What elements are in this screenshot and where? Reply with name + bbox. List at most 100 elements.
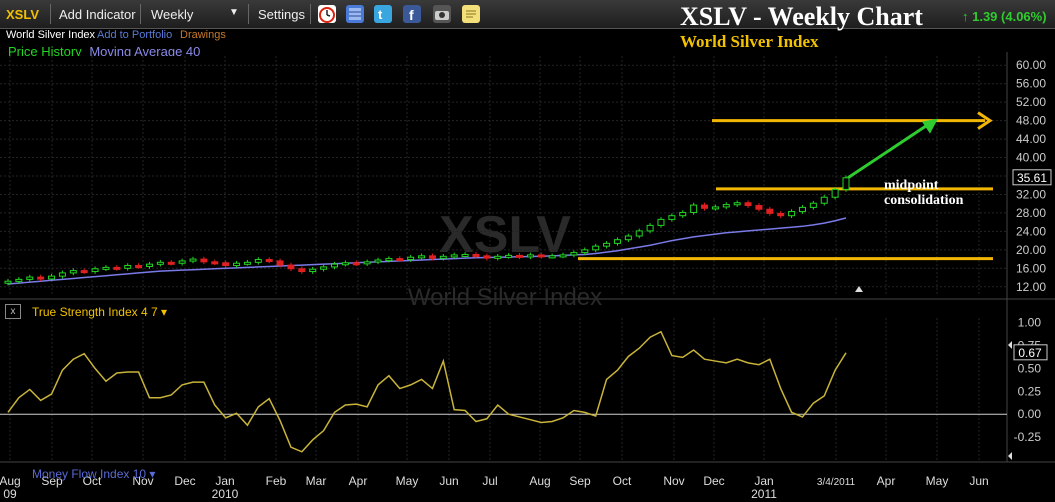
x-tick-label: May (396, 474, 419, 488)
legend-price-history[interactable]: Price History (8, 44, 82, 59)
candle-body (581, 249, 589, 254)
candle-body (15, 278, 23, 282)
candle-body (461, 253, 469, 257)
chevron-down-icon[interactable]: ▼ (229, 7, 239, 18)
candle-body (58, 272, 66, 277)
twitter-icon[interactable]: t (374, 5, 392, 23)
add-indicator-button[interactable]: Add Indicator (59, 7, 136, 22)
x-tick-label: Jun (969, 474, 988, 488)
ticker-symbol[interactable]: XSLV (6, 7, 39, 22)
candle-body (613, 239, 621, 244)
price-tick-label: 52.00 (1016, 95, 1046, 109)
tsi-tick-label: 1.00 (1018, 316, 1042, 330)
candle-body (592, 245, 600, 251)
candle-body (233, 262, 241, 267)
candle-body (418, 255, 426, 259)
candle-body (711, 206, 719, 210)
x-tick-label: Nov (132, 474, 153, 488)
scroll-up-icon (855, 286, 863, 292)
clock-icon[interactable] (318, 5, 336, 23)
candle-body (91, 268, 99, 273)
x-tick-label: May (926, 474, 949, 488)
toolbar: XSLV Add Indicator Weekly ▼ Settings t f (0, 0, 1055, 29)
x-tick-label: Apr (877, 474, 896, 488)
tsi-label[interactable]: True Strength Index 4 7 ▾ (32, 305, 167, 319)
camera-icon[interactable] (433, 5, 451, 23)
svg-text:f: f (409, 7, 414, 23)
candle-body (537, 254, 545, 258)
tsi-value-box (1013, 344, 1048, 361)
candle-body (657, 218, 665, 226)
level-arrowhead (977, 111, 993, 130)
candle-body (254, 259, 262, 263)
candle-body (69, 270, 77, 274)
candle-body (472, 253, 480, 257)
mfi-label[interactable]: Money Flow Index 10 ▾ (32, 467, 156, 481)
candle-body (798, 206, 806, 213)
price-tick-label: 12.00 (1016, 280, 1046, 294)
candle-body (820, 196, 828, 204)
candle-body (755, 205, 763, 210)
candle-body (135, 265, 143, 269)
price-tag-box (1012, 169, 1052, 186)
x-tick-label: Oct (83, 474, 102, 488)
toolbar-divider (50, 4, 51, 24)
candle-body (505, 254, 513, 258)
x-tick-label: Jul (482, 474, 497, 488)
price-tick-label: 20.00 (1016, 243, 1046, 257)
price-tick-label: 24.00 (1016, 224, 1046, 238)
price-panel-bg (0, 56, 1007, 296)
candle-body (374, 259, 382, 263)
x-tick-label: Aug (0, 474, 21, 488)
candle-body (396, 258, 404, 262)
facebook-icon[interactable]: f (403, 5, 421, 23)
candle-body (679, 211, 687, 217)
tsi-value-tag: 0.67 (1018, 346, 1042, 360)
candle-body (124, 265, 132, 269)
candle-body (200, 258, 208, 263)
price-tick-label: 60.00 (1016, 58, 1046, 72)
collapse-icon (1008, 452, 1012, 460)
tsi-panel: 1.000.750.500.250.00-0.250.67 (0, 316, 1048, 460)
chart-legend: Price History Moving Average 40 (8, 44, 200, 59)
candle-body (733, 202, 741, 206)
candle-body (428, 255, 436, 259)
toolbar-divider (310, 4, 311, 24)
x-tick-label: Apr (349, 474, 368, 488)
candle-body (156, 261, 164, 265)
database-icon[interactable] (346, 5, 364, 23)
collapse-icon (1008, 341, 1012, 349)
candle-body (276, 260, 284, 266)
candle-body (809, 202, 817, 208)
moving-average-line (7, 217, 847, 285)
chart-title: XSLV - Weekly Chart (680, 2, 923, 31)
grid (0, 56, 1007, 460)
note-icon[interactable] (462, 5, 480, 23)
candle-body (113, 266, 121, 270)
candle-body (494, 255, 502, 259)
candle-body (526, 254, 534, 258)
candle-body (701, 204, 709, 209)
annotation-consolidation: consolidation (884, 193, 964, 208)
candle-body (385, 258, 393, 262)
drawings-link[interactable]: Drawings (180, 29, 226, 41)
price-tag: 35.61 (1017, 171, 1047, 185)
legend-moving-average[interactable]: Moving Average 40 (89, 44, 201, 59)
candle-body (450, 254, 458, 258)
candle-body (624, 235, 632, 241)
x-tick-label: Jun (439, 474, 458, 488)
candle-body (211, 261, 219, 265)
timeframe-select[interactable]: Weekly (151, 7, 194, 22)
add-to-portfolio-link[interactable]: Add to Portfolio (97, 29, 173, 41)
candle-body (309, 268, 317, 273)
x-tick-label: Sep (569, 474, 591, 488)
x-tick-label: Jan (754, 474, 773, 488)
candle-body (4, 280, 12, 284)
settings-button[interactable]: Settings (258, 7, 305, 22)
tsi-tick-label: 0.00 (1018, 407, 1042, 421)
price-change: ↑ 1.39 (4.06%) (962, 9, 1047, 24)
price-axis: 60.0056.0052.0048.0044.0040.0036.0032.00… (855, 58, 1052, 294)
price-tick-label: 48.00 (1016, 114, 1046, 128)
close-indicator-button[interactable]: x (5, 304, 21, 319)
